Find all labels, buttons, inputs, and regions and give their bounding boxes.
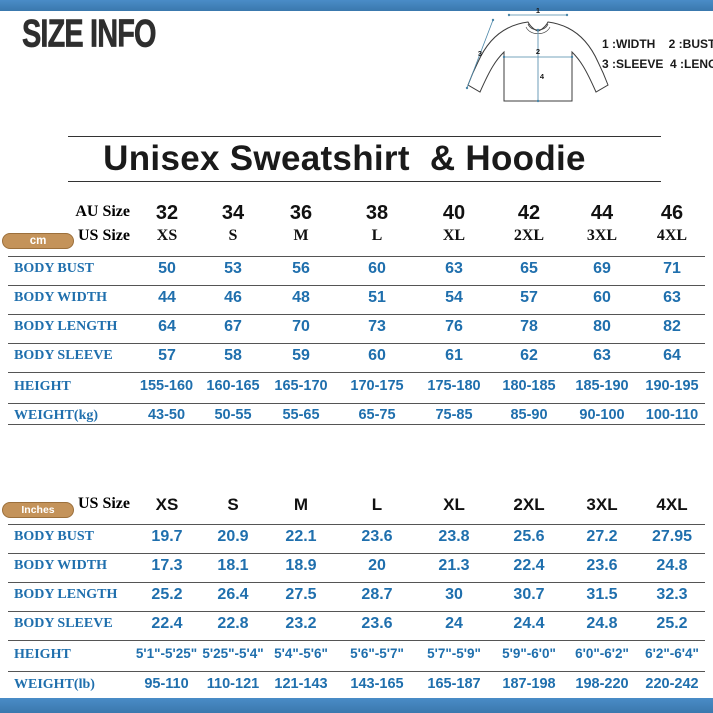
svg-text:3: 3 (478, 49, 482, 58)
svg-text:2: 2 (536, 47, 540, 56)
svg-text:4: 4 (540, 72, 545, 81)
svg-text:1: 1 (536, 6, 540, 15)
